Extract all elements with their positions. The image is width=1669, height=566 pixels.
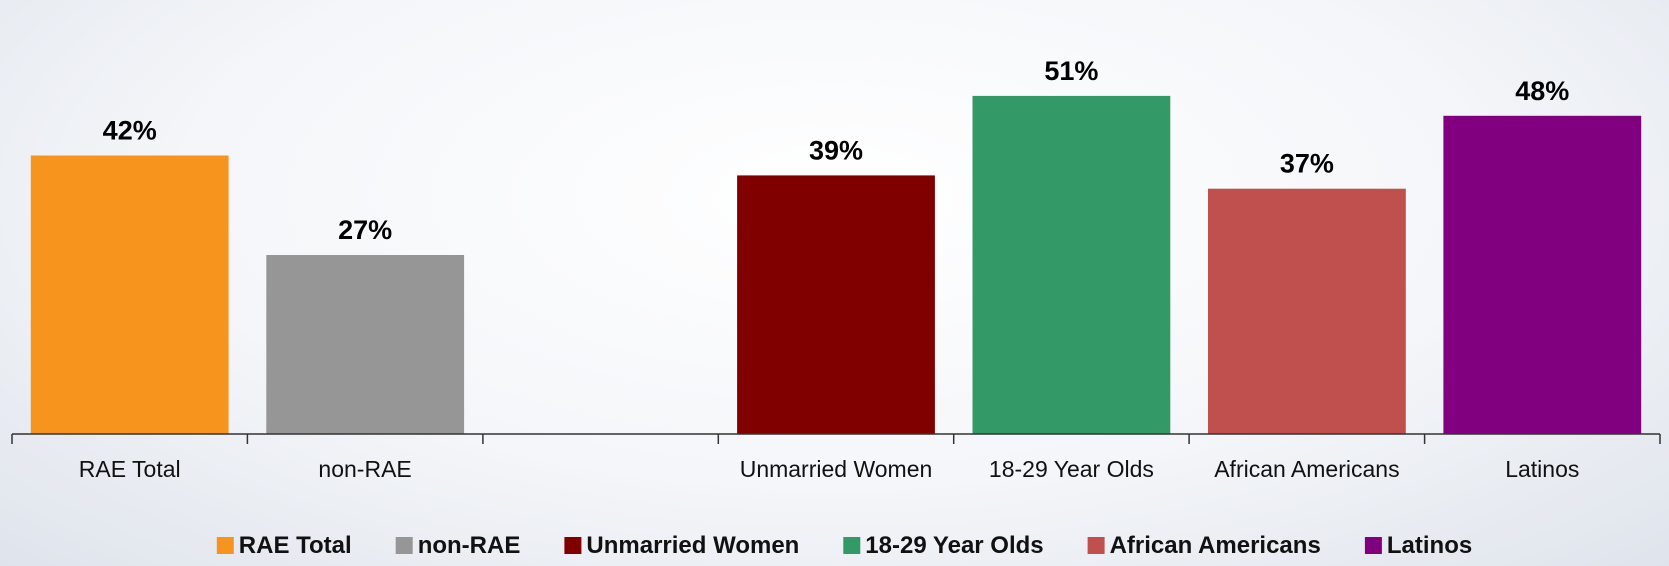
legend-label-18-29-year-olds: 18-29 Year Olds [865, 532, 1043, 559]
category-label-latinos: Latinos [1505, 456, 1579, 482]
legend-swatch-non-rae [395, 537, 413, 554]
value-labels-group: 42% 27% 39% 51% 37% 48% [103, 56, 1570, 245]
legend-label-african-americans: African Americans [1110, 532, 1321, 559]
value-label-non-rae: 27% [338, 215, 392, 245]
legend-swatch-18-29-year-olds [843, 537, 861, 554]
category-label-african-americans: African Americans [1214, 456, 1399, 482]
bars-group [30, 95, 1642, 435]
category-label-non-rae: non-RAE [318, 456, 411, 482]
legend-label-non-rae: non-RAE [418, 532, 521, 559]
legend-swatch-rae-total [216, 537, 234, 554]
category-labels-group: RAE Total non-RAE Unmarried Women 18-29 Yea… [79, 456, 1580, 482]
legend-swatch-african-americans [1087, 537, 1105, 554]
category-label-unmarried-women: Unmarried Women [740, 456, 933, 482]
bar-african-americans [1208, 188, 1406, 434]
legend-swatch-latinos [1364, 537, 1382, 554]
bar-non-rae [266, 255, 465, 434]
value-label-18-29-year-olds: 51% [1044, 56, 1098, 86]
legend-label-unmarried-women: Unmarried Women [586, 532, 799, 559]
value-label-unmarried-women: 39% [809, 135, 863, 165]
value-label-african-americans: 37% [1280, 149, 1334, 179]
value-label-rae-total: 42% [103, 116, 157, 146]
legend: RAE Total non-RAE Unmarried Women 18-29 Yea… [216, 532, 1472, 559]
category-label-rae-total: RAE Total [79, 456, 181, 482]
bar-latinos [1443, 115, 1642, 435]
bar-unmarried-women [737, 175, 935, 434]
bar-rae-total [30, 155, 229, 434]
x-axis [11, 433, 1661, 444]
category-label-18-29-year-olds: 18-29 Year Olds [989, 456, 1154, 482]
legend-label-latinos: Latinos [1387, 532, 1472, 559]
value-label-latinos: 48% [1515, 76, 1569, 106]
bar-18-29-year-olds [972, 95, 1171, 435]
legend-swatch-unmarried-women [564, 537, 582, 554]
legend-label-rae-total: RAE Total [239, 532, 352, 559]
